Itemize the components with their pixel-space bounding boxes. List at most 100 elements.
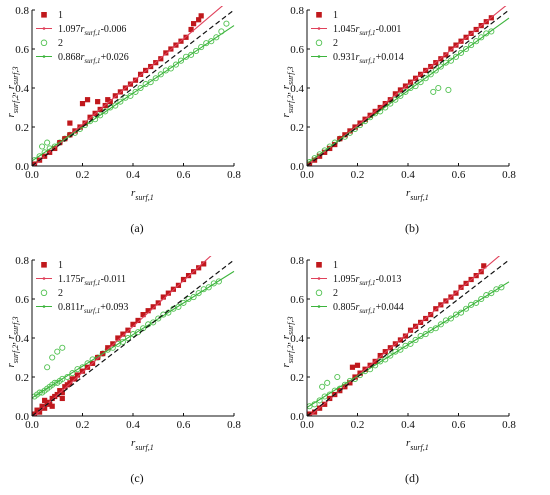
data-point-series-1 (42, 405, 48, 411)
y-axis-label-sub1: surf,2 (286, 345, 295, 363)
data-point-series-1 (349, 364, 356, 370)
data-point-series-2 (142, 81, 149, 88)
data-point-series-2 (382, 356, 389, 363)
data-point-series-2 (213, 34, 220, 41)
fit-var: r (356, 24, 360, 35)
fit-var: r (356, 274, 360, 285)
data-point-series-1 (67, 120, 73, 126)
plot-area (307, 256, 510, 416)
one-to-one-line (32, 9, 235, 166)
x-axis-label: rsurf,1 (131, 187, 154, 202)
y-axis-label-main2: r (5, 84, 17, 89)
data-point-series-2 (463, 45, 470, 53)
data-point-series-2 (205, 284, 212, 291)
data-point-series-2 (175, 303, 182, 310)
data-point-series-2 (447, 315, 454, 322)
fit-coef: 0.931 (333, 52, 356, 63)
data-point-series-2 (457, 49, 465, 56)
data-point-series-1 (79, 368, 86, 374)
x-axis-label-sub: surf,1 (135, 193, 153, 202)
x-axis-label-main: r (131, 187, 136, 199)
data-point-series-1 (402, 333, 409, 339)
data-point-series-1 (458, 284, 464, 290)
data-point-series-2 (445, 86, 452, 93)
one-to-one-line (32, 259, 235, 416)
data-point-series-2 (334, 373, 341, 381)
legend-marker-series-2 (315, 289, 323, 297)
data-point-series-2 (188, 51, 195, 58)
y-tick-label: 0.6 (290, 44, 304, 56)
data-point-series-2 (49, 354, 56, 361)
data-point-series-2 (427, 327, 434, 334)
data-point-series-1 (453, 42, 459, 48)
data-point-series-2 (162, 67, 169, 74)
x-axis-label: rsurf,1 (406, 187, 429, 202)
y-axis-label-main2: r (5, 334, 17, 339)
panel-label: (c) (130, 471, 143, 485)
fit-rest: +0.044 (376, 302, 404, 313)
data-point-series-2 (412, 336, 419, 343)
data-point-series-1 (105, 345, 111, 351)
data-point-series-2 (112, 102, 119, 109)
legend-fit-line-dot (317, 277, 321, 280)
data-point-series-2 (432, 67, 439, 74)
data-point-series-2 (203, 40, 210, 47)
data-point-series-1 (150, 304, 156, 310)
y-tick-label: 0.0 (15, 161, 29, 173)
fit-coef: 1.175 (58, 274, 81, 285)
fit-var-sub: surf,1 (359, 57, 375, 65)
data-point-series-1 (392, 91, 398, 97)
y-axis-label-main1: r (5, 362, 17, 367)
data-point-series-2 (473, 38, 480, 45)
fit-coef: 0.868 (58, 52, 81, 63)
fit-rest: +0.093 (100, 302, 128, 313)
legend-fit-equation: 1.175rsurf,1-0.011 (58, 274, 126, 287)
data-point-series-1 (95, 354, 101, 361)
data-point-series-2 (422, 331, 429, 338)
x-axis-label: rsurf,1 (131, 437, 154, 452)
legend-fit-equation: 0.931rsurf,1+0.014 (333, 52, 404, 65)
data-point-series-2 (124, 334, 131, 342)
data-point-series-2 (36, 389, 43, 396)
x-tick-label: 0.2 (76, 419, 90, 431)
legend-series-name: 1 (333, 10, 338, 21)
y-axis-label-sub2: surf,3 (286, 67, 295, 85)
data-point-series-2 (155, 315, 162, 322)
data-point-series-2 (210, 280, 217, 287)
data-point-series-2 (129, 331, 137, 338)
data-point-series-1 (337, 136, 343, 142)
legend-marker-series-1 (316, 262, 322, 268)
data-point-series-2 (307, 403, 313, 410)
fit-rest: -0.001 (376, 24, 402, 35)
data-point-series-2 (478, 295, 485, 303)
fit-coef: 0.811 (58, 302, 80, 313)
legend-series-name: 2 (333, 288, 338, 299)
data-point-series-2 (447, 57, 454, 64)
fit-var: r (356, 302, 360, 313)
x-tick-label: 0.4 (126, 169, 140, 181)
legend-series-name: 1 (58, 260, 63, 271)
fit-line-series-2 (32, 270, 235, 399)
data-point-series-2 (185, 295, 192, 303)
data-point-series-2 (432, 325, 439, 332)
fit-var-sub: surf,1 (84, 307, 100, 315)
data-point-series-1 (191, 21, 197, 27)
x-tick-label: 0.2 (351, 419, 365, 431)
data-point-series-2 (39, 143, 46, 150)
y-axis-label-main2: r (280, 84, 292, 89)
fit-var-sub: surf,1 (84, 279, 100, 287)
legend-fit-line-dot (42, 27, 46, 30)
x-tick-label: 0.8 (502, 169, 516, 181)
y-tick-label: 0.8 (15, 5, 29, 17)
data-point-series-1 (377, 352, 383, 359)
y-axis-label: rsurf,2, rsurf,3 (280, 67, 295, 118)
legend-marker-series-2 (40, 289, 48, 297)
y-tick-label: 0.4 (290, 83, 304, 95)
data-point-series-1 (82, 120, 88, 126)
data-point-series-1 (59, 395, 65, 402)
